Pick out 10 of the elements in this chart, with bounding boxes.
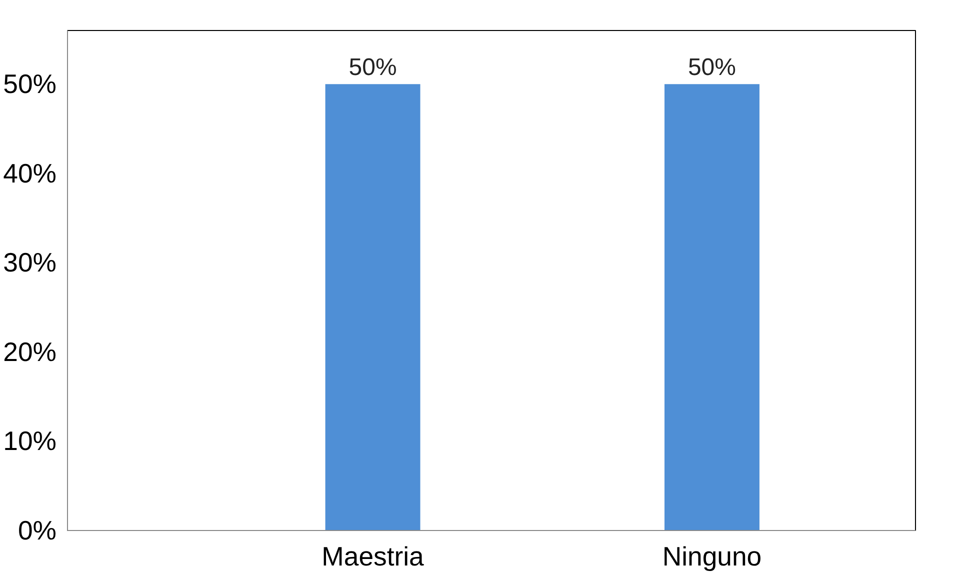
y-tick-label: 40% — [3, 158, 57, 188]
data-label: 50% — [688, 54, 736, 82]
data-label: 50% — [348, 54, 397, 82]
y-tick-label: 20% — [3, 336, 57, 367]
x-tick-label: Maestria — [322, 542, 424, 572]
x-tick-label: Ninguno — [662, 542, 762, 572]
y-tick-label: 0% — [18, 516, 57, 546]
y-tick-label: 10% — [3, 426, 57, 456]
y-tick-label: 30% — [3, 248, 57, 278]
y-tick-label: 50% — [3, 69, 57, 100]
